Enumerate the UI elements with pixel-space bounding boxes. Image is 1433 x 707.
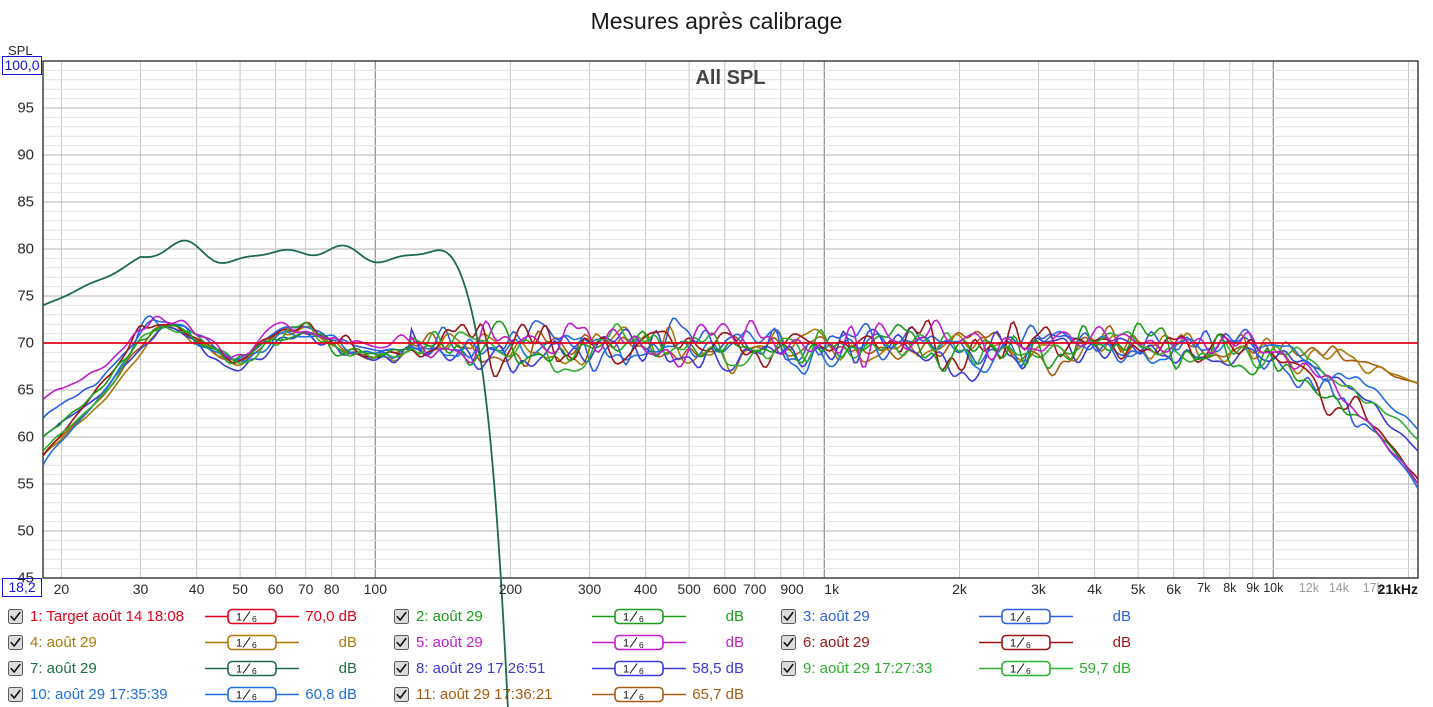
svg-text:1: 1 xyxy=(1010,612,1016,624)
svg-text:6: 6 xyxy=(1026,614,1031,624)
svg-text:6: 6 xyxy=(252,666,257,676)
svg-text:6: 6 xyxy=(252,692,257,702)
svg-text:1: 1 xyxy=(1010,638,1016,650)
svg-text:1: 1 xyxy=(623,638,629,650)
svg-text:1: 1 xyxy=(623,690,629,702)
svg-text:1: 1 xyxy=(236,690,242,702)
svg-text:1: 1 xyxy=(236,664,242,676)
svg-text:6: 6 xyxy=(252,640,257,650)
svg-text:1: 1 xyxy=(236,638,242,650)
svg-text:6: 6 xyxy=(639,614,644,624)
svg-text:6: 6 xyxy=(639,692,644,702)
svg-text:1: 1 xyxy=(1010,664,1016,676)
svg-text:1: 1 xyxy=(623,612,629,624)
svg-text:1: 1 xyxy=(623,664,629,676)
svg-text:6: 6 xyxy=(252,614,257,624)
svg-text:6: 6 xyxy=(1026,640,1031,650)
svg-text:6: 6 xyxy=(639,666,644,676)
svg-text:1: 1 xyxy=(236,612,242,624)
svg-text:6: 6 xyxy=(1026,666,1031,676)
svg-text:6: 6 xyxy=(639,640,644,650)
